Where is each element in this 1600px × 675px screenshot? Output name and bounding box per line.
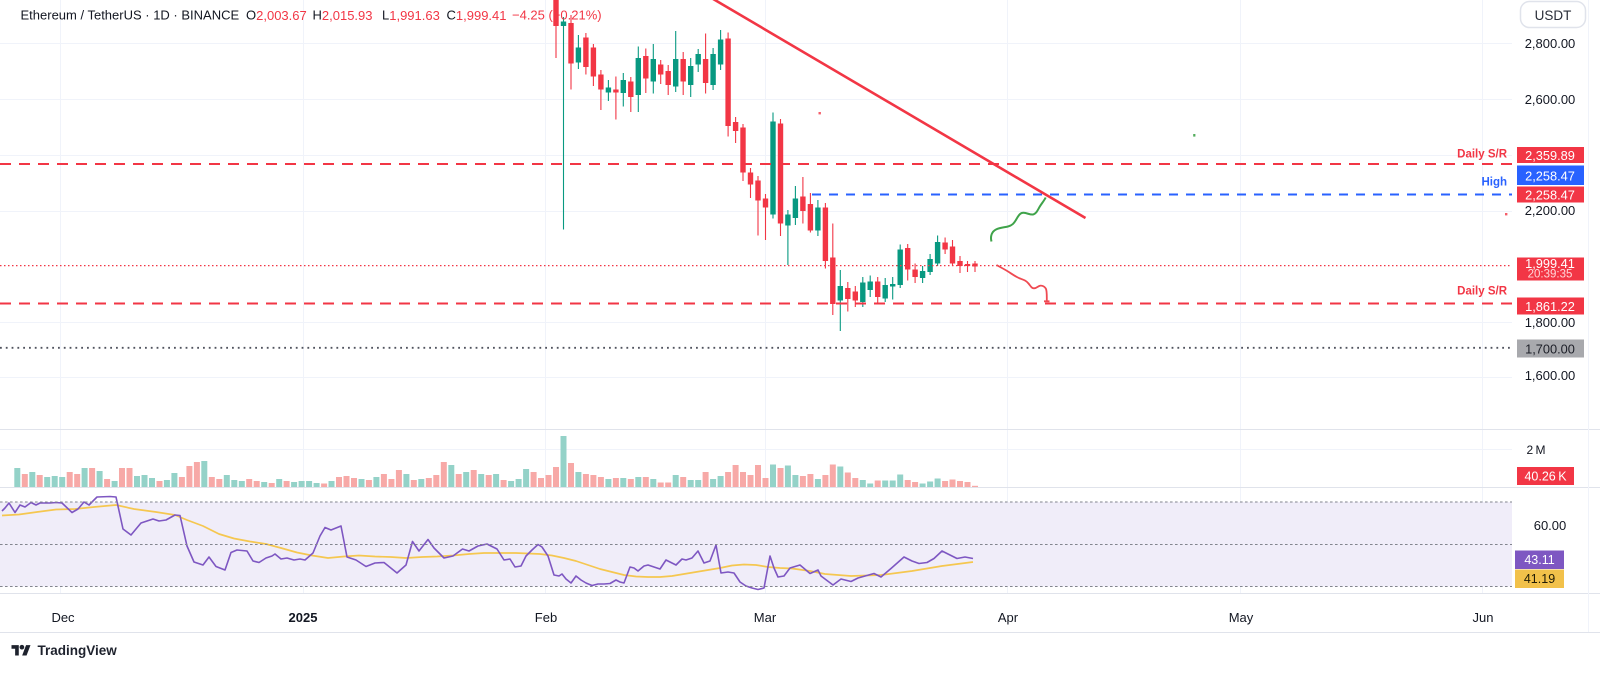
svg-text:Daily S/R: Daily S/R: [1457, 149, 1508, 161]
svg-text:2,600.00: 2,600.00: [1525, 92, 1576, 107]
svg-text:2,258.47: 2,258.47: [1525, 188, 1575, 203]
svg-text:2025: 2025: [289, 610, 318, 625]
svg-text:O2,003.67: O2,003.67: [246, 8, 307, 23]
svg-text:1,700.00: 1,700.00: [1525, 342, 1575, 357]
svg-text:USDT: USDT: [1535, 8, 1572, 23]
svg-text:2,359.89: 2,359.89: [1525, 148, 1575, 163]
svg-text:TradingView: TradingView: [38, 643, 118, 658]
svg-text:Ethereum / TetherUS · 1D · BIN: Ethereum / TetherUS · 1D · BINANCE: [21, 8, 240, 23]
svg-text:2,258.47: 2,258.47: [1525, 168, 1575, 183]
svg-text:Dec: Dec: [51, 610, 75, 625]
svg-text:1,861.22: 1,861.22: [1525, 299, 1575, 314]
svg-text:40.26 K: 40.26 K: [1524, 470, 1567, 484]
svg-text:1,800.00: 1,800.00: [1525, 315, 1576, 330]
svg-text:Jun: Jun: [1473, 610, 1494, 625]
svg-text:High: High: [1481, 177, 1507, 189]
svg-text:60.00: 60.00: [1534, 518, 1567, 533]
svg-text:C1,999.41: C1,999.41: [447, 8, 507, 23]
svg-text:L1,991.63: L1,991.63: [382, 8, 440, 23]
svg-text:2,200.00: 2,200.00: [1525, 203, 1576, 218]
svg-text:2,800.00: 2,800.00: [1525, 36, 1576, 51]
svg-text:1,999.41: 1,999.41: [1525, 256, 1575, 271]
svg-text:H2,015.93: H2,015.93: [313, 8, 373, 23]
svg-text:Apr: Apr: [998, 610, 1019, 625]
svg-text:Daily S/R: Daily S/R: [1457, 286, 1508, 298]
svg-text:1,600.00: 1,600.00: [1525, 368, 1576, 383]
svg-text:May: May: [1229, 610, 1254, 625]
svg-text:41.19: 41.19: [1524, 572, 1555, 586]
svg-text:43.11: 43.11: [1524, 553, 1554, 567]
svg-text:−4.25 (−0.21%): −4.25 (−0.21%): [512, 8, 602, 23]
svg-text:2 M: 2 M: [1526, 443, 1545, 457]
svg-text:20:39:35: 20:39:35: [1528, 269, 1573, 281]
svg-text:Mar: Mar: [754, 610, 777, 625]
svg-text:Feb: Feb: [535, 610, 557, 625]
